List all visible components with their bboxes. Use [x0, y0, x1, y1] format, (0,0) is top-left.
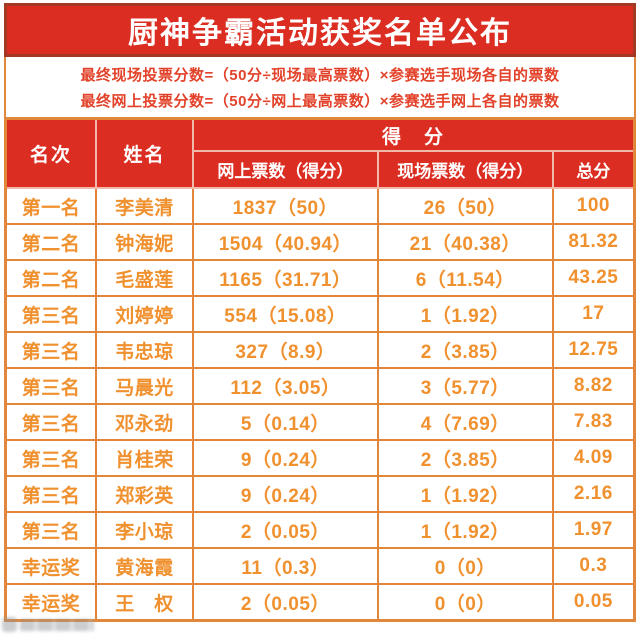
col-header-rank: 名次	[4, 117, 98, 189]
onsite-score-formula: 最终现场投票分数=（50分÷现场最高票数）×参赛选手现场各自的票数	[80, 66, 560, 84]
name-cell: 王 权	[95, 583, 194, 622]
total-score-cell: 1.97	[551, 511, 636, 549]
col-header-name: 姓名	[95, 117, 194, 189]
onsite-votes-cell: 0（0）	[376, 583, 554, 622]
name-cell: 韦忠琼	[95, 331, 194, 369]
total-score-cell: 8.82	[551, 367, 636, 405]
onsite-votes-cell: 1（1.92）	[376, 475, 554, 513]
name-cell: 肖桂荣	[95, 439, 194, 477]
name-cell: 毛盛莲	[95, 259, 194, 297]
total-score-cell: 4.09	[551, 439, 636, 477]
total-score-cell: 7.83	[551, 403, 636, 441]
table-row: 第一名 李美清 1837（50） 26（50） 100	[4, 187, 636, 225]
onsite-votes-cell: 3（5.77）	[376, 367, 554, 405]
online-votes-cell: 2（0.05）	[191, 583, 379, 622]
total-score-cell: 12.75	[551, 331, 636, 369]
header-row-top: 名次 姓名 得 分	[4, 117, 636, 189]
online-score-formula: 最终网上投票分数=（50分÷网上最高票数）×参赛选手网上各自的票数	[80, 92, 560, 110]
table-row: 幸运奖王 权 2（0.05） 0（0） 0.05	[4, 583, 636, 622]
header-row-sub: 网上票数（得分） 现场票数（得分） 总分	[6, 150, 636, 189]
online-votes-cell: 554（15.08）	[191, 295, 379, 333]
online-votes-cell: 1504（40.94）	[191, 223, 379, 261]
name-cell: 邓永劲	[95, 403, 194, 441]
online-votes-cell: 11（0.3）	[191, 547, 379, 585]
table-row: 第三名 李小琼 2（0.05） 1（1.92） 1.97	[4, 511, 636, 549]
total-score-cell: 2.16	[551, 475, 636, 513]
online-votes-cell: 327（8.9）	[191, 331, 379, 369]
name-cell: 马晨光	[95, 367, 194, 405]
onsite-votes-cell: 0（0）	[376, 547, 554, 585]
rank-cell: 第二名	[4, 259, 98, 297]
name-cell: 黄海霞	[95, 547, 194, 585]
col-header-score-group: 得 分	[191, 117, 636, 152]
name-cell: 李小琼	[95, 511, 194, 549]
results-table-body: 第一名 李美清 1837（50） 26（50） 100 第二名 钟海妮 1504（40.94）…	[4, 187, 636, 622]
onsite-votes-cell: 1（1.92）	[376, 511, 554, 549]
rank-cell: 幸运奖	[4, 547, 98, 585]
rank-cell: 第三名	[4, 331, 98, 369]
rank-cell: 第三名	[4, 403, 98, 441]
name-cell: 李美清	[95, 187, 194, 225]
table-row: 第三名 邓永劲 5（0.14） 4（7.69） 7.83	[4, 403, 636, 441]
online-votes-cell: 5（0.14）	[191, 403, 379, 441]
onsite-votes-cell: 26（50）	[376, 187, 554, 225]
page-title: 厨神争霸活动获奖名单公布	[128, 17, 512, 50]
rank-cell: 第三名	[4, 367, 98, 405]
col-header-onsite-votes: 现场票数（得分）	[376, 150, 554, 189]
table-row: 第三名 马晨光 112（3.05） 3（5.77） 8.82	[4, 367, 636, 405]
online-votes-cell: 9（0.24）	[191, 475, 379, 513]
name-cell: 刘婷婷	[95, 295, 194, 333]
total-score-cell: 100	[551, 187, 636, 225]
title-banner: 厨神争霸活动获奖名单公布	[4, 3, 636, 57]
onsite-votes-cell: 6（11.54）	[376, 259, 554, 297]
table-row: 第三名 郑彩英 9（0.24） 1（1.92） 2.16	[4, 475, 636, 513]
results-table: 名次 姓名 得 分 网上票数（得分） 现场票数（得分） 总分 第一名 李美清 183…	[4, 117, 636, 622]
rank-cell: 第一名	[4, 187, 98, 225]
online-votes-cell: 1837（50）	[191, 187, 379, 225]
scoring-rules: 最终现场投票分数=（50分÷现场最高票数）×参赛选手现场各自的票数 最终网上投票…	[4, 57, 636, 117]
total-score-cell: 81.32	[551, 223, 636, 261]
online-votes-cell: 9（0.24）	[191, 439, 379, 477]
onsite-votes-cell: 4（7.69）	[376, 403, 554, 441]
onsite-votes-cell: 2（3.85）	[376, 331, 554, 369]
name-cell: 郑彩英	[95, 475, 194, 513]
online-votes-cell: 112（3.05）	[191, 367, 379, 405]
name-cell: 钟海妮	[95, 223, 194, 261]
online-votes-cell: 1165（31.71）	[191, 259, 379, 297]
onsite-votes-cell: 1（1.92）	[376, 295, 554, 333]
total-score-cell: 17	[551, 295, 636, 333]
rank-cell: 幸运奖	[4, 583, 98, 622]
total-score-cell: 43.25	[551, 259, 636, 297]
onsite-votes-cell: 21（40.38）	[376, 223, 554, 261]
rank-cell: 第二名	[4, 223, 98, 261]
table-row: 第三名 刘婷婷 554（15.08） 1（1.92） 17	[4, 295, 636, 333]
online-votes-cell: 2（0.05）	[191, 511, 379, 549]
results-table-header: 名次 姓名 得 分 网上票数（得分） 现场票数（得分） 总分	[4, 117, 636, 189]
table-row: 第二名 钟海妮 1504（40.94） 21（40.38） 81.32	[4, 223, 636, 261]
rank-cell: 第三名	[4, 511, 98, 549]
rank-cell: 第三名	[4, 439, 98, 477]
col-header-online-votes: 网上票数（得分）	[191, 150, 379, 189]
table-row: 幸运奖 黄海霞 11（0.3） 0（0） 0.3	[4, 547, 636, 585]
table-row: 第三名 韦忠琼 327（8.9） 2（3.85） 12.75	[4, 331, 636, 369]
col-header-total-score: 总分	[551, 150, 636, 189]
table-row: 第三名 肖桂荣 9（0.24） 2（3.85） 4.09	[4, 439, 636, 477]
total-score-cell: 0.3	[551, 547, 636, 585]
total-score-cell: 0.05	[551, 583, 636, 622]
rank-cell: 第三名	[4, 295, 98, 333]
rank-cell: 第三名	[4, 475, 98, 513]
onsite-votes-cell: 2（3.85）	[376, 439, 554, 477]
table-row: 第二名 毛盛莲 1165（31.71） 6（11.54） 43.25	[4, 259, 636, 297]
